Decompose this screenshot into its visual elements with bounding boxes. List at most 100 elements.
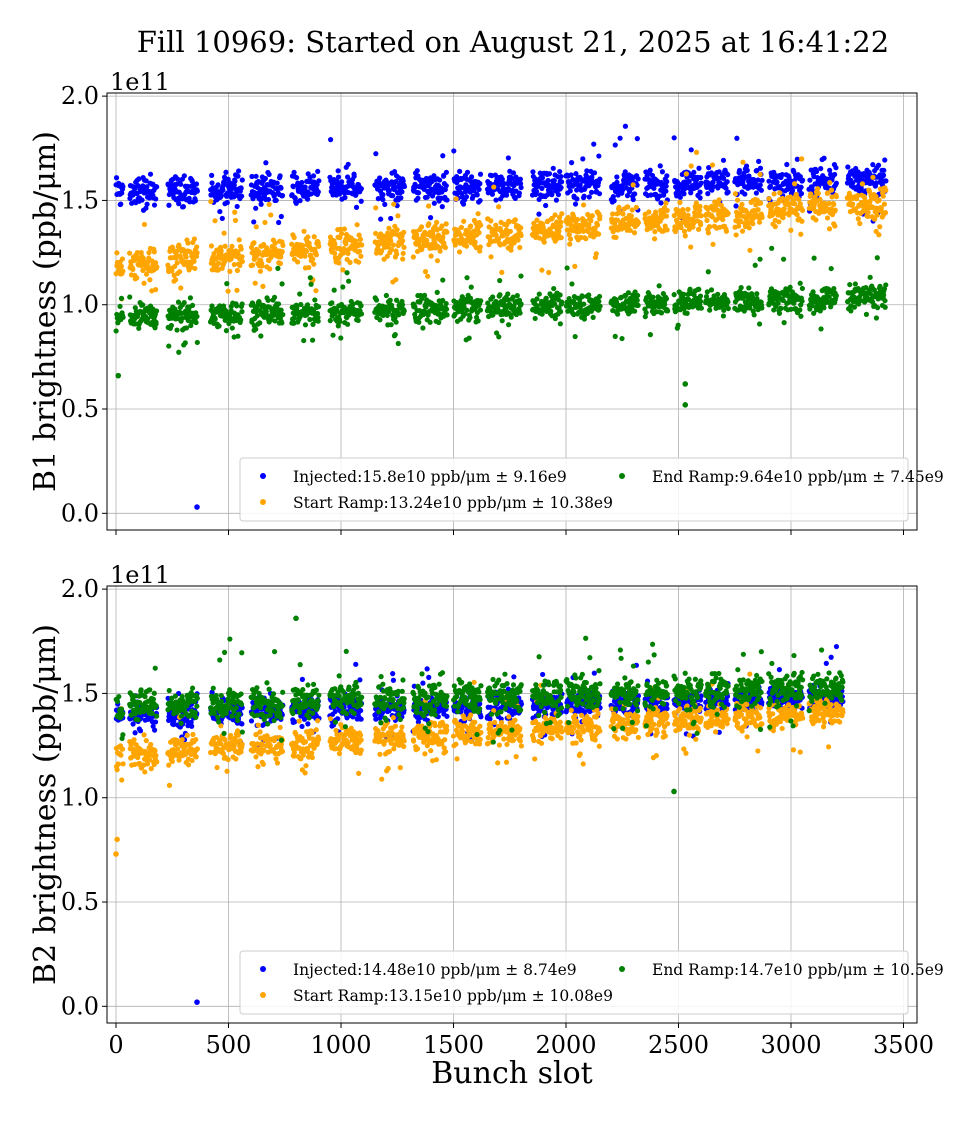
data-point: [699, 306, 704, 311]
data-point: [315, 169, 320, 174]
data-point: [279, 214, 284, 219]
data-point: [734, 136, 739, 141]
data-point: [461, 219, 466, 224]
y-tick-label: 2.0: [61, 575, 99, 603]
data-point: [400, 302, 405, 307]
data-point: [117, 304, 122, 309]
data-point: [239, 194, 244, 199]
data-point: [682, 402, 688, 408]
data-point: [189, 724, 194, 729]
data-point: [278, 261, 283, 266]
data-point: [218, 194, 223, 199]
data-point: [305, 197, 310, 202]
data-point: [632, 230, 637, 235]
data-point: [235, 204, 240, 209]
data-point: [308, 282, 313, 287]
data-point: [267, 266, 272, 271]
data-point: [698, 175, 703, 180]
figure-title: Fill 10969: Started on August 21, 2025 a…: [137, 25, 889, 59]
data-point: [416, 190, 421, 195]
data-point: [373, 205, 378, 210]
data-point: [707, 308, 712, 313]
data-point: [519, 233, 524, 238]
data-point: [757, 220, 762, 225]
data-point: [682, 381, 688, 387]
data-point: [280, 193, 285, 198]
data-point: [594, 251, 599, 256]
data-point: [740, 160, 745, 165]
data-point: [629, 213, 634, 218]
data-point: [419, 224, 424, 229]
data-point: [435, 258, 440, 263]
data-point: [664, 296, 669, 301]
data-point: [153, 321, 158, 326]
data-point: [834, 181, 839, 186]
data-point: [308, 275, 313, 280]
data-point: [194, 314, 199, 319]
data-point: [176, 201, 181, 206]
data-point: [356, 260, 361, 265]
data-point: [597, 213, 602, 218]
data-point: [710, 242, 715, 247]
data-point: [590, 213, 595, 218]
data-point: [194, 244, 199, 249]
data-point: [358, 303, 363, 308]
data-point: [339, 179, 344, 184]
data-point: [704, 218, 709, 223]
data-point: [153, 287, 158, 292]
data-point: [754, 190, 759, 195]
data-point: [733, 191, 738, 196]
data-point: [725, 179, 730, 184]
data-point: [883, 282, 888, 287]
data-point: [829, 266, 834, 271]
data-point: [530, 169, 535, 174]
data-point: [262, 220, 267, 225]
data-point: [632, 309, 637, 314]
x-tick-label: 0: [108, 1031, 123, 1059]
data-point: [234, 288, 239, 293]
data-point: [280, 243, 285, 248]
data-point: [774, 180, 779, 185]
data-point: [735, 198, 740, 203]
data-point: [699, 213, 704, 218]
data-point: [232, 262, 237, 267]
data-point: [827, 226, 832, 231]
data-point: [632, 191, 637, 196]
data-point: [303, 322, 308, 327]
data-point: [478, 307, 483, 312]
data-point: [856, 216, 861, 221]
data-point: [660, 169, 665, 174]
data-point: [222, 231, 227, 236]
data-point: [435, 290, 440, 295]
data-point: [832, 172, 837, 177]
data-point: [278, 186, 283, 191]
data-point: [133, 730, 138, 735]
data-point: [658, 163, 663, 168]
data-point: [788, 285, 793, 290]
data-point: [596, 299, 601, 304]
data-point: [737, 168, 742, 173]
data-point: [877, 224, 882, 229]
data-point: [759, 305, 764, 310]
data-point: [192, 236, 197, 241]
data-point: [415, 168, 420, 173]
data-point: [141, 281, 146, 286]
data-point: [569, 172, 574, 177]
data-point: [256, 249, 261, 254]
data-point: [508, 229, 513, 234]
data-point: [478, 244, 483, 249]
data-point: [755, 207, 760, 212]
data-point: [596, 232, 601, 237]
legend-marker: [619, 473, 625, 479]
data-point: [715, 292, 720, 297]
data-point: [268, 212, 273, 217]
data-point: [758, 172, 763, 177]
data-point: [825, 215, 830, 220]
data-point: [134, 275, 139, 280]
data-point: [468, 224, 473, 229]
data-point: [434, 220, 439, 225]
data-point: [620, 211, 625, 216]
data-point: [756, 159, 761, 164]
data-point: [303, 184, 308, 189]
